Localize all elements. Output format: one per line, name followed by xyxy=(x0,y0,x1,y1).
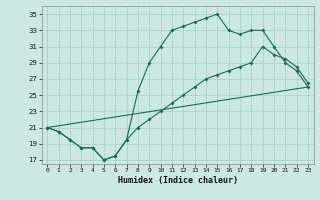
X-axis label: Humidex (Indice chaleur): Humidex (Indice chaleur) xyxy=(118,176,237,185)
